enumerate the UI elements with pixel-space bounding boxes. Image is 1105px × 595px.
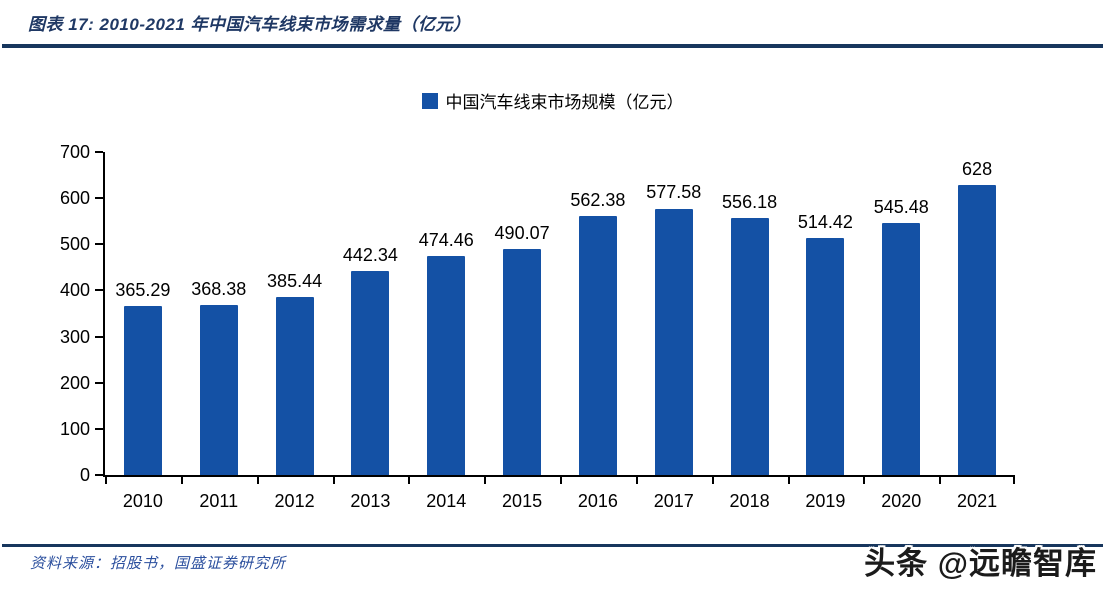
bar-value-label: 385.44 [267, 271, 323, 292]
bar [503, 248, 542, 475]
y-tick-label: 400 [59, 280, 90, 301]
bar-value-label: 368.38 [191, 279, 247, 300]
bar [427, 256, 466, 475]
x-axis-tick [560, 477, 562, 484]
y-axis-tick [95, 289, 103, 292]
bar-value-label: 556.18 [722, 192, 778, 213]
x-axis-tick [635, 477, 638, 484]
x-tick-label: 2016 [577, 491, 618, 511]
x-axis-tick [332, 477, 335, 484]
x-axis-tick [105, 477, 107, 484]
x-tick-label: 2017 [653, 491, 694, 511]
x-axis-tick [863, 477, 866, 484]
bar-value-label: 514.42 [797, 211, 853, 232]
x-axis-tick [1013, 477, 1015, 484]
x-tick-label: 2020 [881, 491, 922, 511]
y-tick-label: 700 [59, 142, 90, 162]
bar [730, 218, 769, 475]
bar-value-label: 365.29 [115, 280, 171, 301]
bar-chart-plot: 0 100 200 300 400 500 600 700 365.29 2010 368.38 20… [60, 142, 1015, 511]
bar-value-label: 490.07 [494, 222, 550, 243]
watermark: 头条 @远瞻智库 [864, 546, 1097, 581]
top-rule [2, 44, 1103, 48]
y-tick-label: 500 [59, 234, 90, 255]
y-tick-label: 100 [59, 418, 90, 439]
bar-value-label: 562.38 [570, 189, 626, 210]
bar-value-label: 474.46 [418, 230, 474, 251]
source-note: 资料来源：招股书，国盛证券研究所 [30, 555, 287, 572]
bar-value-label: 577.58 [646, 182, 702, 203]
bar [578, 215, 617, 475]
legend-swatch-icon [421, 92, 438, 109]
x-tick-label: 2015 [502, 491, 543, 511]
x-axis-tick [787, 477, 790, 484]
y-tick-label: 200 [59, 372, 90, 393]
y-axis-tick [95, 335, 103, 338]
y-axis-tick [95, 381, 103, 384]
y-tick-label: 600 [59, 188, 90, 209]
bar [351, 270, 390, 475]
x-tick-label: 2012 [274, 491, 315, 511]
bar [806, 237, 845, 475]
bar [958, 185, 997, 475]
bottom-rule [2, 544, 1103, 547]
y-axis-tick [95, 197, 103, 200]
x-tick-label: 2013 [350, 491, 391, 511]
x-tick-label: 2018 [729, 491, 770, 511]
bar [123, 306, 162, 475]
x-tick-label: 2019 [805, 491, 846, 511]
bar-value-label: 442.34 [342, 244, 398, 265]
y-axis-tick [95, 427, 103, 430]
x-tick-label: 2011 [199, 491, 239, 511]
bar [654, 208, 693, 475]
y-axis-tick [95, 243, 103, 246]
bar-value-label: 628 [962, 159, 993, 180]
y-axis-tick [95, 474, 103, 476]
bar [199, 305, 238, 475]
x-axis-tick [408, 477, 411, 484]
figure-title: 图表 17: 2010-2021 年中国汽车线束市场需求量（亿元） [28, 15, 471, 34]
chart-legend: 中国汽车线束市场规模（亿元） [0, 88, 1105, 113]
y-axis-tick [95, 151, 103, 153]
bar [882, 223, 921, 475]
y-tick-label: 0 [79, 465, 90, 485]
y-tick-label: 300 [59, 326, 90, 347]
x-tick-label: 2014 [426, 491, 467, 511]
x-axis-tick [939, 477, 942, 484]
bar-value-label: 545.48 [873, 197, 929, 218]
x-axis-tick [180, 477, 183, 484]
x-axis-tick [711, 477, 714, 484]
bar [275, 297, 314, 475]
x-axis-tick [256, 477, 259, 484]
x-axis-tick [484, 477, 487, 484]
x-tick-label: 2021 [957, 491, 998, 511]
legend-label: 中国汽车线束市场规模（亿元） [445, 93, 684, 112]
x-tick-label: 2010 [122, 491, 163, 511]
